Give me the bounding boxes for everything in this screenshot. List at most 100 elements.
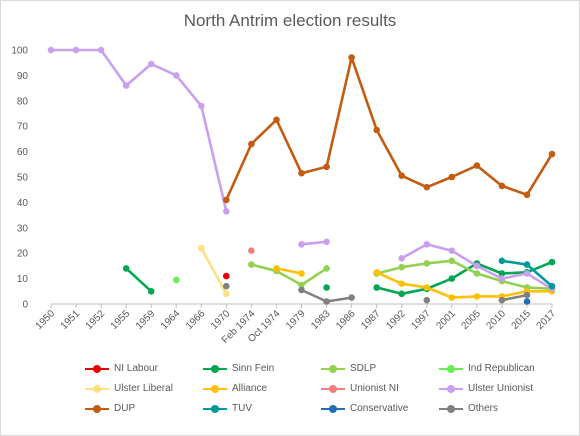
legend-swatch xyxy=(203,364,227,373)
data-point-sinn-fein xyxy=(548,258,556,266)
data-point-dup xyxy=(423,183,431,191)
series-line-sdlp xyxy=(375,259,554,291)
legend-item: SDLP xyxy=(321,363,376,374)
legend-item: TUV xyxy=(203,403,252,414)
data-point-dup xyxy=(248,140,255,148)
legend-item: Others xyxy=(439,403,498,414)
series-ulster-liberal xyxy=(198,244,230,298)
series-dup xyxy=(223,54,556,204)
x-tick-label: 2017 xyxy=(535,308,559,332)
x-tick-label: 1951 xyxy=(59,308,83,332)
legend-swatch xyxy=(85,364,109,373)
data-point-tuv xyxy=(523,261,531,268)
data-point-dup xyxy=(473,162,481,169)
legend-label: Others xyxy=(468,403,499,414)
data-point-ulster-unionist xyxy=(198,102,205,110)
data-point-sinn-fein xyxy=(122,265,130,272)
data-point-dup xyxy=(448,173,456,181)
legend-label: Ind Republican xyxy=(468,363,535,374)
data-point-ulster-unionist xyxy=(122,82,130,89)
x-tick-label: 1955 xyxy=(109,308,133,332)
legend-label: Ulster Liberal xyxy=(114,383,173,394)
series-ind-republican xyxy=(173,276,180,284)
series-sinn-fein xyxy=(122,258,556,298)
data-point-ulster-unionist xyxy=(323,238,330,246)
legend-item: Ulster Unionist xyxy=(439,383,533,394)
legend-item: Ulster Liberal xyxy=(85,383,173,394)
data-point-dup xyxy=(398,172,406,179)
series-line-alliance xyxy=(275,267,303,275)
y-tick-label: 0 xyxy=(22,300,28,311)
data-point-alliance xyxy=(373,269,381,276)
series-line-sinn-fein xyxy=(124,267,153,293)
chart-title: North Antrim election results xyxy=(183,11,397,30)
legend-swatch xyxy=(439,364,463,373)
series-conservative xyxy=(523,298,531,305)
data-point-dup xyxy=(548,150,556,158)
legend-item: Ind Republican xyxy=(439,363,535,374)
y-tick-label: 90 xyxy=(17,71,29,82)
data-point-ulster-liberal xyxy=(198,244,205,252)
legend-item: Conservative xyxy=(321,403,408,414)
series-unionist-ni xyxy=(248,247,255,254)
x-tick-label: 1987 xyxy=(359,308,383,332)
x-tick-label: 1992 xyxy=(384,308,408,332)
legend-swatch xyxy=(203,404,227,413)
legend-item: NI Labour xyxy=(85,363,158,374)
x-tick-label: 1997 xyxy=(409,308,433,332)
legend-label: DUP xyxy=(114,403,136,414)
series-line-dup xyxy=(225,56,554,202)
series-line-alliance xyxy=(375,270,554,299)
data-point-alliance xyxy=(473,293,481,300)
data-point-ulster-unionist xyxy=(97,46,105,54)
data-point-others xyxy=(348,294,355,301)
data-point-ulster-unionist xyxy=(223,208,230,215)
legend-item: Alliance xyxy=(203,383,267,394)
series-line-ulster-liberal xyxy=(200,246,228,296)
x-tick-label: 1986 xyxy=(334,308,358,332)
legend-label: Alliance xyxy=(232,383,268,394)
data-point-sinn-fein xyxy=(448,275,456,282)
y-tick-label: 40 xyxy=(17,198,29,209)
data-point-tuv xyxy=(548,282,556,290)
series-line-ulster-unionist xyxy=(49,48,228,213)
data-point-ulster-unionist xyxy=(398,254,406,262)
data-point-conservative xyxy=(523,298,531,305)
x-tick-label: 1983 xyxy=(309,308,333,332)
x-tick-label: 2001 xyxy=(434,308,458,332)
x-tick-label: 1952 xyxy=(84,308,108,332)
data-point-ulster-unionist xyxy=(72,46,80,54)
data-point-sdlp xyxy=(323,265,330,272)
data-point-sinn-fein xyxy=(147,288,155,295)
y-tick-label: 10 xyxy=(17,274,29,285)
data-point-dup xyxy=(523,191,531,199)
legend-item: DUP xyxy=(85,403,135,414)
series-line-sinn-fein xyxy=(375,260,554,296)
data-point-alliance xyxy=(398,280,406,288)
y-tick-label: 100 xyxy=(11,46,28,57)
data-point-ulster-unionist xyxy=(523,270,531,277)
data-point-sinn-fein xyxy=(398,290,406,298)
legend-swatch xyxy=(321,364,345,373)
y-tick-label: 30 xyxy=(17,223,29,234)
data-point-others xyxy=(423,296,431,304)
data-point-others xyxy=(223,282,230,290)
legend-swatch xyxy=(321,404,345,413)
data-point-dup xyxy=(273,116,280,124)
data-point-sdlp xyxy=(423,260,431,267)
legend-swatch xyxy=(439,404,463,413)
data-point-ind-republican xyxy=(173,276,180,284)
series-sdlp xyxy=(248,257,556,293)
series-ulster-unionist xyxy=(47,46,556,293)
data-point-sdlp xyxy=(248,261,255,268)
data-point-dup xyxy=(348,54,355,61)
data-point-alliance xyxy=(448,294,456,301)
x-tick-label: 1966 xyxy=(184,308,208,332)
data-point-alliance xyxy=(298,270,305,277)
legend-label: SDLP xyxy=(350,363,377,374)
legend-item: Sinn Fein xyxy=(203,363,274,374)
data-point-ulster-liberal xyxy=(223,290,230,298)
